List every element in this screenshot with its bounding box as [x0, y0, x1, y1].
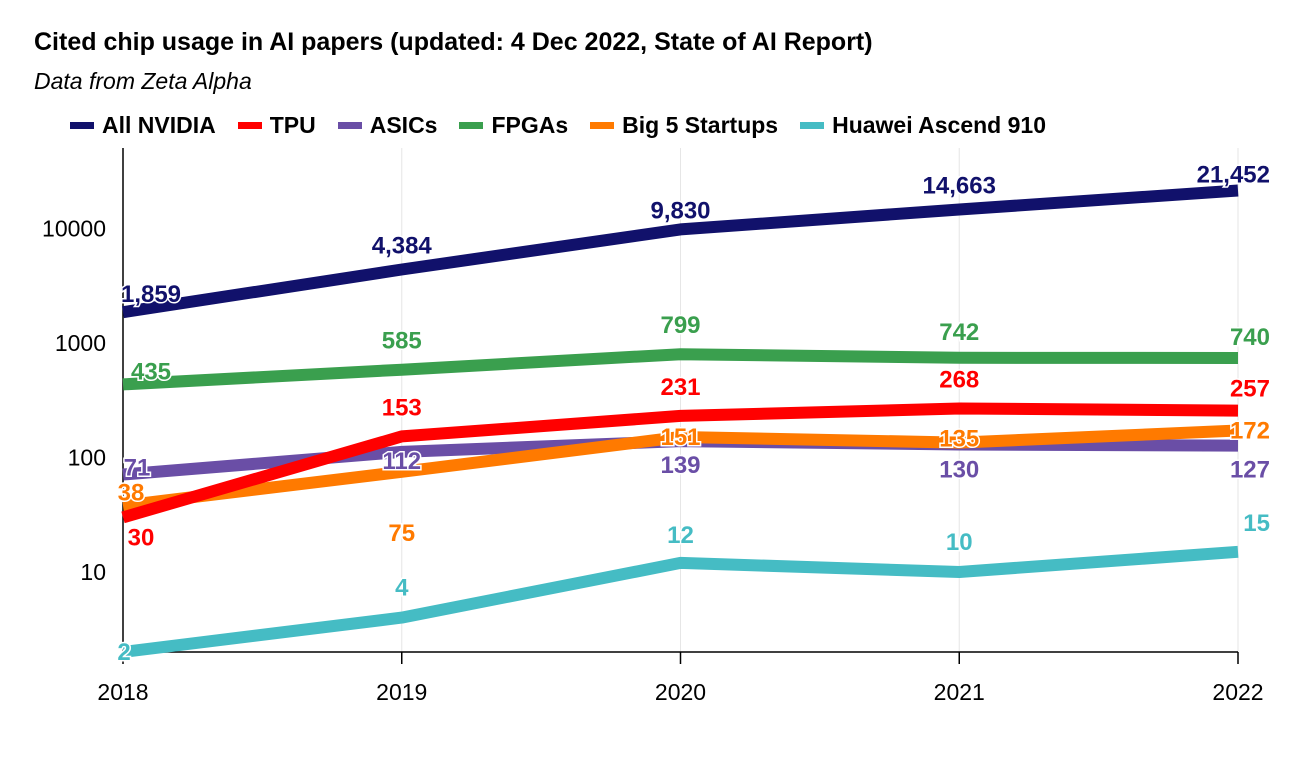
- series-line: [122, 545, 1239, 658]
- data-label: 10: [946, 529, 973, 556]
- data-label: 257: [1230, 376, 1270, 403]
- legend-label: Huawei Ascend 910: [832, 112, 1047, 138]
- x-tick-label: 2022: [1212, 679, 1263, 705]
- legend-item-nvidia: All NVIDIA: [70, 112, 216, 139]
- series-line: [121, 402, 1239, 524]
- chart-title: Cited chip usage in AI papers (updated: …: [34, 28, 873, 56]
- series-line: [122, 424, 1239, 512]
- legend-label: TPU: [269, 112, 316, 138]
- series-line: [122, 348, 1239, 391]
- data-label: 172: [1230, 418, 1270, 445]
- legend-item-startups: Big 5 Startups: [590, 112, 778, 139]
- legend-swatch: [70, 122, 94, 129]
- x-tick-label: 2019: [376, 679, 427, 705]
- legend-label: ASICs: [369, 112, 438, 138]
- data-label: 9,830: [650, 197, 710, 224]
- data-label: 585: [382, 328, 422, 355]
- x-tick-label: 2018: [97, 679, 148, 705]
- legend-item-fpgas: FPGAs: [459, 112, 568, 139]
- data-label: 231: [660, 374, 700, 401]
- data-label: 135: [939, 426, 979, 453]
- data-label: 71: [124, 455, 151, 482]
- data-label: 14,663: [923, 172, 996, 199]
- y-tick-label: 1000: [55, 330, 106, 356]
- data-label: 153: [382, 394, 422, 421]
- data-label: 15: [1243, 510, 1270, 537]
- legend-item-asics: ASICs: [337, 112, 438, 139]
- data-label: 139: [660, 452, 700, 479]
- legend-label: Big 5 Startups: [622, 112, 779, 138]
- data-label: 435: [131, 358, 171, 385]
- chart-subtitle: Data from Zeta Alpha: [34, 68, 252, 94]
- data-label: 112: [382, 448, 421, 475]
- data-label: 127: [1230, 457, 1270, 484]
- y-tick-label: 100: [68, 445, 106, 471]
- legend-item-huawei: Huawei Ascend 910: [800, 112, 1046, 139]
- data-label: 742: [939, 319, 979, 346]
- data-label: 4,384: [372, 233, 433, 260]
- y-tick-label: 10000: [42, 216, 106, 242]
- legend-swatch: [237, 122, 262, 129]
- data-label: 75: [388, 520, 415, 547]
- data-label: 4: [395, 575, 409, 602]
- legend-swatch: [590, 122, 615, 129]
- legend-swatch: [459, 122, 484, 129]
- data-label: 38: [118, 480, 145, 507]
- legend-swatch: [337, 122, 362, 129]
- legend-label: FPGAs: [491, 112, 569, 138]
- data-label: 740: [1230, 324, 1270, 351]
- data-label: 799: [660, 312, 700, 339]
- legend-item-tpu: TPU: [237, 112, 316, 139]
- data-label: 30: [128, 524, 155, 551]
- data-label: 151: [660, 424, 700, 451]
- data-label: 2: [117, 639, 130, 666]
- data-label: 21,452: [1197, 162, 1270, 189]
- chart-legend: All NVIDIA TPU ASICs FPGAs Big 5 Startup…: [70, 112, 1068, 139]
- data-label: 268: [939, 366, 979, 393]
- y-tick-label: 10: [80, 559, 106, 585]
- x-tick-label: 2021: [934, 679, 985, 705]
- legend-swatch: [800, 122, 825, 129]
- x-tick-label: 2020: [655, 679, 706, 705]
- data-label: 130: [939, 456, 979, 483]
- data-label: 1,859: [121, 281, 181, 308]
- legend-label: All NVIDIA: [102, 112, 216, 138]
- data-label: 12: [667, 522, 694, 549]
- series-line: [122, 184, 1239, 319]
